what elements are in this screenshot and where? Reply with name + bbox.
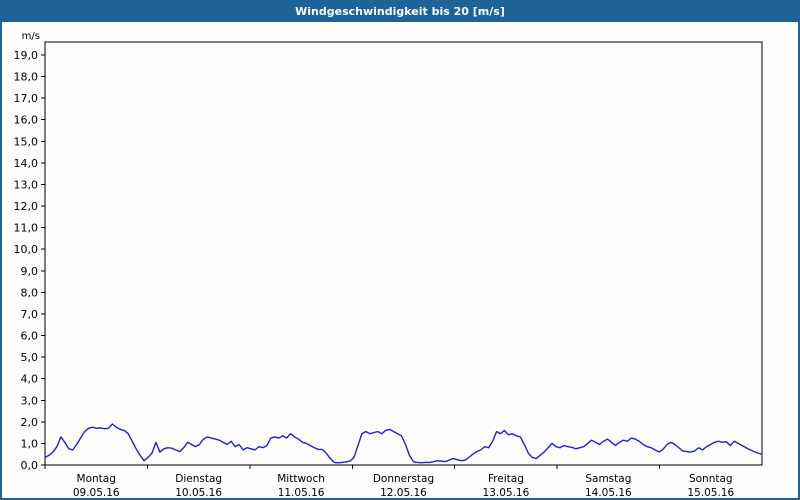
y-axis-tick-label: 13,0 [14, 178, 39, 191]
y-axis-tick-labels: 19,0 18,0 17,0 16,0 15,0 14,0 13,0 12,0 11,0 10,0… [14, 49, 45, 472]
x-axis-day-label: Donnerstag [373, 473, 434, 485]
y-axis-tick-label: 6,0 [21, 330, 39, 343]
window-title: Windgeschwindigkeit bis 20 [m/s] [2, 2, 798, 22]
wind-speed-series-line [44, 423, 763, 464]
y-axis-tick-label: 17,0 [14, 92, 39, 105]
x-axis-day-label: Samstag [585, 473, 631, 485]
y-axis-tick-label: 16,0 [14, 114, 39, 127]
x-axis-day-label: Mittwoch [277, 473, 325, 485]
x-axis-date-label: 14.05.16 [585, 487, 632, 498]
x-axis-date-label: 13.05.16 [483, 487, 530, 498]
x-axis-date-label: 10.05.16 [175, 487, 222, 498]
x-axis-date-label: 09.05.16 [73, 487, 120, 498]
y-axis-tick-label: 14,0 [14, 157, 39, 170]
x-axis-date-label: 15.05.16 [687, 487, 734, 498]
y-axis-unit-label: m/s [22, 31, 40, 42]
y-axis-tick-label: 5,0 [21, 351, 39, 364]
x-axis-tick-labels: Montag 09.05.16 Dienstag 10.05.16 Mittwoch 11… [44, 465, 734, 498]
x-axis-day-label: Montag [77, 473, 116, 485]
y-axis-tick-label: 4,0 [21, 373, 39, 386]
x-axis-day-label: Sonntag [689, 473, 733, 485]
y-axis-tick-label: 1,0 [21, 437, 39, 450]
x-axis-date-label: 12.05.16 [380, 487, 427, 498]
x-axis-day-label: Freitag [488, 473, 524, 485]
chart-plot-container: 19,0 18,0 17,0 16,0 15,0 14,0 13,0 12,0 11,0 10,0… [2, 22, 798, 498]
y-axis-tick-label: 2,0 [21, 416, 39, 429]
y-axis-tick-label: 11,0 [14, 222, 39, 235]
y-axis-tick-label: 18,0 [14, 71, 39, 84]
y-axis-tick-label: 19,0 [14, 49, 39, 62]
y-axis-tick-label: 12,0 [14, 200, 39, 213]
y-axis-tick-label: 9,0 [21, 265, 39, 278]
x-axis-day-label: Dienstag [175, 473, 222, 485]
wind-speed-line-chart: 19,0 18,0 17,0 16,0 15,0 14,0 13,0 12,0 11,0 10,0… [14, 31, 763, 498]
y-axis-tick-label: 3,0 [21, 394, 39, 407]
y-axis-tick-label: 15,0 [14, 135, 39, 148]
x-axis-date-label: 11.05.16 [278, 487, 325, 498]
y-axis-tick-label: 10,0 [14, 243, 39, 256]
plot-frame [44, 41, 763, 466]
y-axis-tick-label: 8,0 [21, 286, 39, 299]
y-axis-tick-label: 7,0 [21, 308, 39, 321]
y-axis-tick-label: 0,0 [21, 459, 39, 472]
